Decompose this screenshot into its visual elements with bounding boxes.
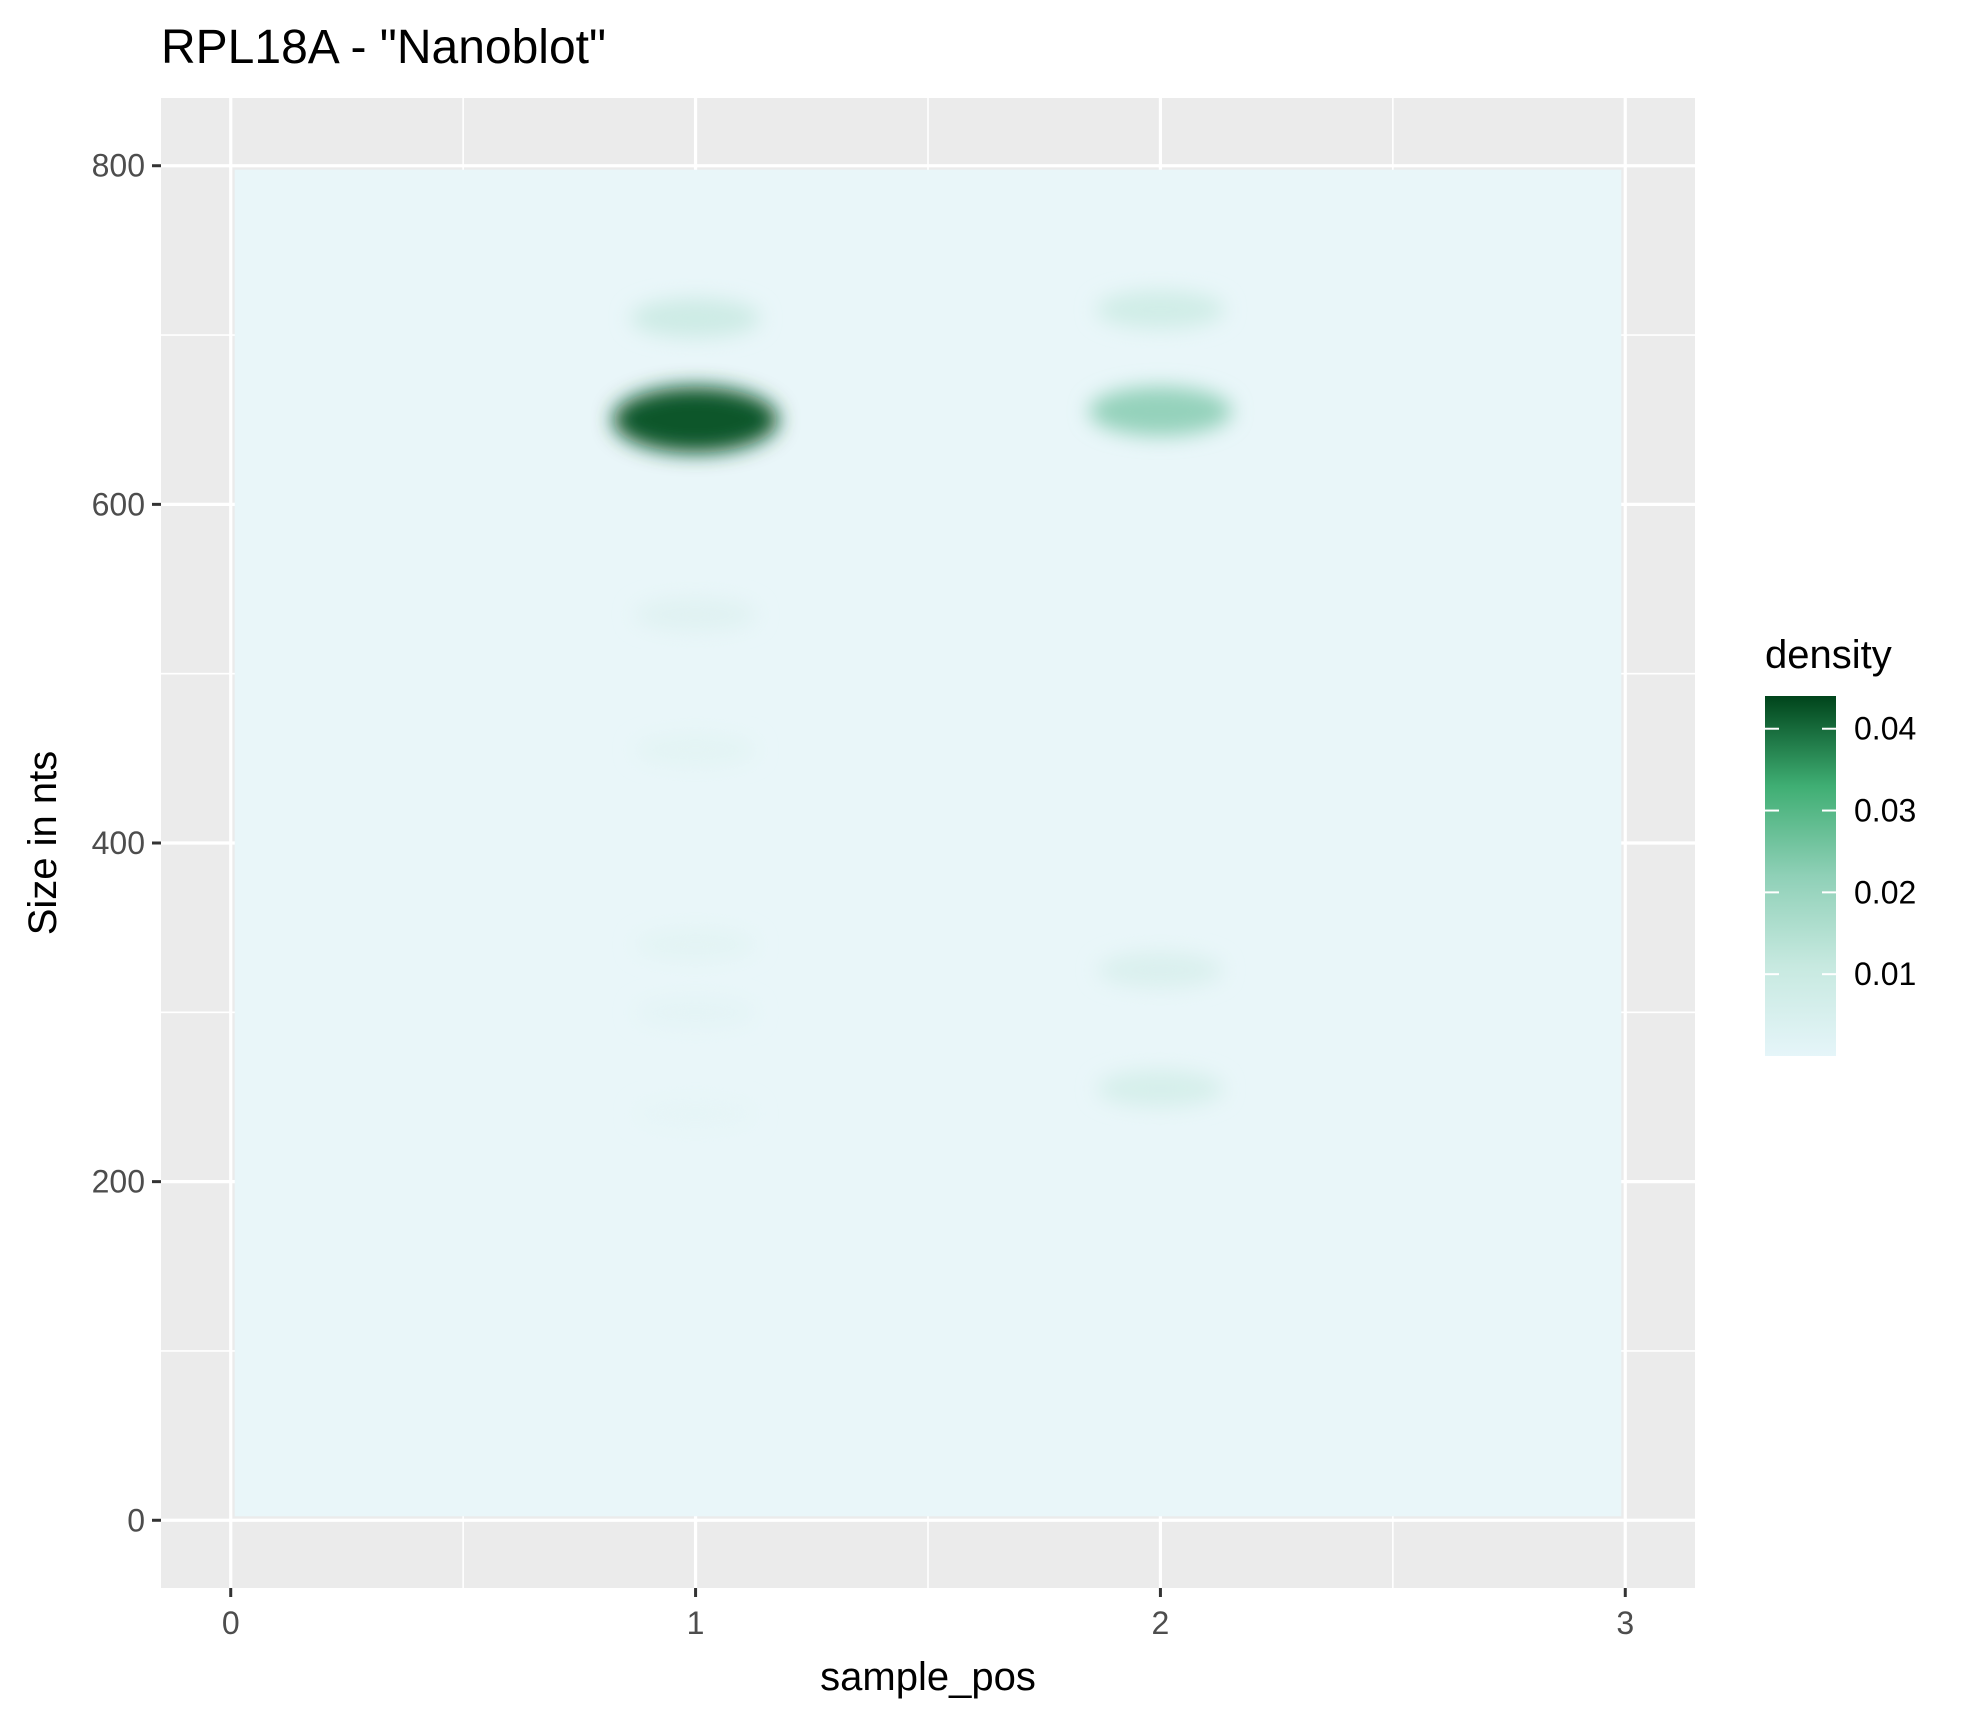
legend-tick-label: 0.03 [1854,793,1916,829]
x-axis-title: sample_pos [820,1655,1036,1699]
density-band [1097,951,1224,989]
legend-tick-label: 0.02 [1854,874,1916,910]
legend-tick-label: 0.04 [1854,711,1916,747]
density-raster [234,169,1622,1517]
legend-title: density [1765,633,1892,677]
density-background [234,169,1622,1517]
y-tick-label: 800 [92,148,145,184]
x-tick-label: 1 [687,1605,705,1641]
density-band [634,733,758,767]
density-band [630,298,761,338]
y-axis-title: Size in nts [21,751,65,936]
x-tick-label: 3 [1616,1605,1634,1641]
x-tick-label: 2 [1152,1605,1170,1641]
y-tick-label: 400 [92,825,145,861]
density-band [633,597,758,632]
legend-tick-label: 0.01 [1854,956,1916,992]
density-band [1096,1070,1225,1107]
chart-title: RPL18A - "Nanoblot" [161,21,606,74]
density-band [1095,290,1226,329]
axis-ticks [152,164,1627,1597]
y-tick-label: 600 [92,486,145,522]
density-band [634,1097,757,1131]
y-tick-label: 200 [92,1164,145,1200]
density-band [1088,386,1232,436]
x-tick-label: 0 [222,1605,240,1641]
density-band [612,386,779,453]
density-band [634,995,757,1029]
y-tick-label: 0 [127,1502,145,1538]
legend-ticks: 0.01 0.02 0.03 0.04 [1765,711,1916,992]
tick-labels: 0 1 2 3 0 200 400 600 800 [92,148,1635,1641]
legend: density 0.01 0.02 0.03 0.04 [1765,633,1916,1056]
density-band [634,927,758,962]
legend-colorbar [1765,696,1836,1056]
